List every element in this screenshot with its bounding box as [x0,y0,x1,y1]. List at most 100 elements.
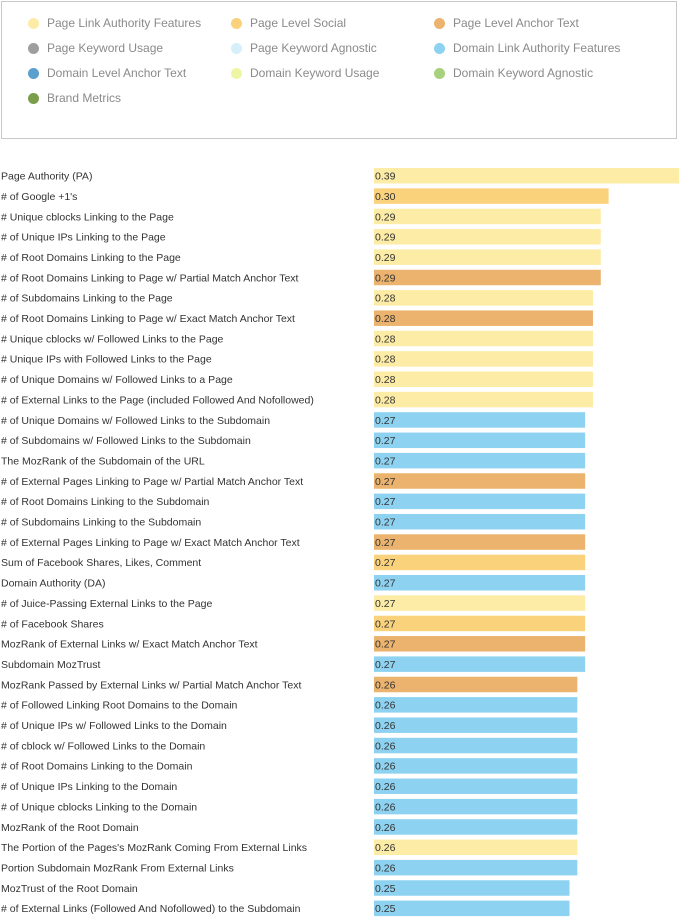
value-label: 0.27 [375,517,396,529]
value-label: 0.26 [375,781,396,793]
bar [374,290,593,306]
category-label: Page Authority (PA) [1,171,92,183]
bar [374,473,586,489]
bar [374,351,593,367]
bar [374,371,593,387]
bar [374,656,586,672]
bar [374,839,578,856]
bar [374,249,601,265]
value-label: 0.27 [375,618,396,630]
category-label: # of Unique Domains w/ Followed Links to… [1,415,270,427]
value-label: 0.29 [375,211,396,223]
bar [374,717,578,733]
bar [374,900,570,917]
bar [374,737,578,754]
category-label: # of Juice-Passing External Links to the… [1,598,212,610]
value-label: 0.27 [375,659,396,671]
bar [374,636,586,652]
value-label: 0.25 [375,883,396,895]
legend-swatch [28,92,39,104]
value-label: 0.29 [375,232,396,244]
legend-swatch [231,42,242,54]
category-label: # of Root Domains Linking to the Page [1,252,181,264]
value-label: 0.28 [375,394,396,406]
category-label: # of Subdomains w/ Followed Links to the… [1,435,251,447]
category-label: # Unique cblocks Linking to the Page [1,211,174,223]
value-label: 0.27 [375,455,396,467]
category-label: MozRank of the Root Domain [1,822,139,834]
value-label: 0.26 [375,740,396,752]
category-label: Sum of Facebook Shares, Likes, Comment [1,557,201,569]
bar [374,310,593,326]
bar [374,168,679,184]
legend-item: Domain Level Anchor Text [28,64,186,82]
value-label: 0.28 [375,354,396,366]
value-label: 0.26 [375,761,396,773]
legend-label: Domain Level Anchor Text [47,66,187,80]
legend-swatch [434,17,445,29]
legend-label: Domain Keyword Agnostic [453,66,594,80]
legend-label: Brand Metrics [47,91,122,105]
category-label: # of External Links to the Page (include… [1,394,314,406]
value-label: 0.26 [375,822,396,834]
bar [374,859,578,876]
legend-label: Page Keyword Agnostic [250,41,377,55]
legend-swatch [434,67,445,79]
category-label: MozTrust of the Root Domain [1,883,138,895]
category-label: # of External Pages Linking to Page w/ E… [1,537,300,549]
category-label: # of cblock w/ Followed Links to the Dom… [1,740,205,752]
legend-item: Page Keyword Usage [28,39,163,57]
value-label: 0.27 [375,496,396,508]
legend-label: Page Keyword Usage [47,41,164,55]
bar [374,208,601,225]
category-label: # of Google +1's [1,191,77,203]
legend-label: Page Level Social [250,16,347,30]
value-label: 0.29 [375,272,396,284]
legend-item: Page Level Anchor Text [434,14,579,32]
value-label: 0.26 [375,842,396,854]
bar [374,778,578,794]
category-label: # of Unique IPs Linking to the Page [1,232,166,244]
category-label: # of Unique Domains w/ Followed Links to… [1,374,233,386]
bar [374,269,601,286]
chart-legend: Page Link Authority Features Page Level S… [1,1,677,139]
value-label: 0.28 [375,313,396,325]
value-label: 0.27 [375,476,396,488]
value-label: 0.26 [375,679,396,691]
category-label: # of Unique cblocks Linking to the Domai… [1,801,197,813]
value-label: 0.27 [375,578,396,590]
bar [374,229,601,245]
category-label: # of Root Domains Linking to Page w/ Exa… [1,313,295,325]
legend-item: Domain Keyword Agnostic [434,64,593,82]
category-label: # of External Pages Linking to Page w/ P… [1,476,303,488]
value-label: 0.27 [375,598,396,610]
value-label: 0.28 [375,374,396,386]
bar [374,412,586,428]
value-label: 0.28 [375,333,396,345]
legend-swatch [28,67,39,79]
category-label: The Portion of the Pages's MozRank Comin… [1,842,307,854]
category-label: MozRank Passed by External Links w/ Part… [1,679,301,691]
category-label: # of Root Domains Linking to Page w/ Par… [1,272,299,284]
legend-swatch [231,67,242,79]
category-label: # of Root Domains Linking to the Domain [1,761,193,773]
bar [374,819,578,835]
legend-swatch [28,42,39,54]
category-label: # of Root Domains Linking to the Subdoma… [1,496,210,508]
value-label: 0.30 [375,191,396,203]
legend-item: Domain Keyword Usage [231,64,379,82]
legend-label: Page Level Anchor Text [453,16,579,30]
legend-item: Page Link Authority Features [28,14,201,32]
bar [374,513,586,530]
legend-swatch [231,17,242,29]
value-label: 0.39 [375,171,396,183]
bar [374,554,586,571]
category-label: # of Facebook Shares [1,618,104,630]
category-label: # of Unique IPs Linking to the Domain [1,781,177,793]
legend-item: Page Keyword Agnostic [231,39,377,57]
bar [374,676,578,693]
value-label: 0.26 [375,801,396,813]
category-label: The MozRank of the Subdomain of the URL [1,455,205,467]
bar [374,697,578,713]
